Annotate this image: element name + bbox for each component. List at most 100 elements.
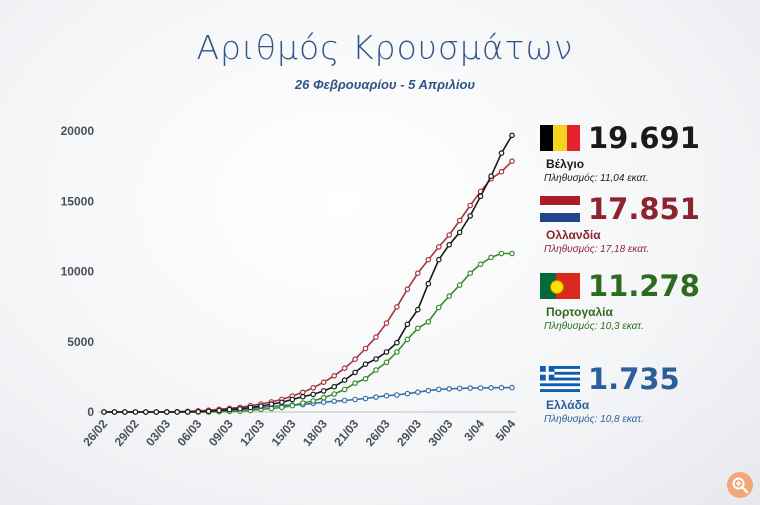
data-point-gr	[414, 389, 421, 396]
legend-population: Πληθυσμός: 10,8 εκατ.	[544, 414, 644, 425]
data-point-gr	[341, 397, 348, 404]
legend-country: Ελλάδα	[546, 398, 590, 412]
data-point-be	[352, 369, 358, 376]
data-point-pt	[477, 261, 484, 268]
portugal-flag-icon	[540, 273, 580, 299]
data-point-be	[425, 280, 432, 287]
data-point-gr	[373, 394, 379, 400]
data-point-pt	[362, 375, 369, 382]
data-point-be	[456, 229, 463, 236]
legend-value: 1.735	[588, 362, 680, 396]
data-point-be	[143, 409, 149, 415]
data-point-nl	[362, 345, 369, 352]
data-point-gr	[331, 398, 338, 405]
zoom-in-icon[interactable]	[727, 472, 753, 498]
data-point-gr	[404, 390, 411, 397]
data-point-be	[299, 393, 306, 400]
data-point-gr	[352, 396, 358, 403]
data-point-gr	[394, 392, 400, 398]
data-point-pt	[404, 336, 411, 343]
data-point-nl	[341, 365, 348, 372]
data-point-nl	[331, 372, 338, 379]
x-tick-label: 29/02	[112, 417, 142, 449]
data-point-be	[310, 391, 317, 398]
series-nl	[101, 158, 515, 415]
data-point-pt	[498, 250, 505, 257]
data-point-nl	[320, 379, 327, 386]
data-point-pt	[278, 404, 285, 411]
data-point-be	[477, 193, 484, 200]
x-tick-label: 09/03	[206, 417, 236, 449]
data-point-be	[446, 242, 453, 248]
data-point-gr	[383, 392, 390, 399]
data-point-gr	[320, 399, 327, 406]
data-point-nl	[310, 384, 317, 391]
data-point-gr	[446, 385, 453, 392]
x-tick-label: 5/04	[493, 417, 519, 444]
legend-greece: 1.735 Ελλάδα Πληθυσμός: 10,8 εκατ.	[540, 363, 680, 425]
legend-country: Βέλγιο	[546, 157, 585, 171]
netherlands-flag-icon	[540, 196, 580, 222]
y-tick-label: 15000	[61, 194, 95, 208]
legend-population: Πληθυσμός: 17,18 εκατ.	[544, 244, 650, 255]
data-point-pt	[467, 270, 474, 277]
series-line-be	[104, 134, 513, 413]
data-point-pt	[268, 405, 275, 412]
data-point-be	[341, 377, 348, 384]
data-point-be	[132, 409, 139, 415]
data-point-pt	[488, 254, 494, 261]
data-point-nl	[373, 334, 379, 340]
series-line-nl	[104, 160, 513, 413]
data-point-nl	[352, 356, 358, 363]
y-tick-label: 0	[87, 405, 94, 419]
legend-portugal: 11.278 Πορτογαλία Πληθυσμός: 10,3 εκατ.	[540, 270, 700, 332]
chart-title: Αριθμός Κρουσμάτων	[196, 28, 574, 67]
data-point-be	[101, 409, 107, 415]
data-point-gr	[467, 385, 474, 391]
data-point-gr	[435, 386, 442, 393]
data-point-gr	[425, 387, 432, 394]
data-point-nl	[456, 217, 463, 224]
data-point-pt	[435, 304, 442, 311]
data-point-be	[278, 399, 285, 406]
legend-country: Ολλανδία	[546, 228, 601, 242]
data-point-be	[226, 406, 233, 413]
data-point-pt	[373, 367, 379, 373]
data-point-pt	[456, 282, 463, 288]
data-point-pt	[414, 325, 421, 332]
data-point-be	[216, 407, 222, 414]
data-point-be	[435, 256, 442, 263]
data-point-nl	[446, 232, 453, 238]
data-point-be	[258, 403, 264, 409]
x-tick-label: 15/03	[269, 417, 299, 449]
data-point-nl	[299, 389, 306, 396]
x-tick-label: 3/04	[461, 417, 487, 444]
series-be	[101, 132, 515, 415]
data-point-pt	[310, 398, 317, 404]
data-point-be	[111, 409, 118, 415]
data-point-be	[498, 150, 505, 156]
data-point-pt	[509, 250, 515, 257]
data-point-nl	[435, 244, 442, 250]
legend-population: Πληθυσμός: 10,3 εκατ.	[544, 321, 644, 332]
legend-belgium: 19.691 Βέλγιο Πληθυσμός: 11,04 εκατ.	[540, 122, 700, 184]
y-tick-label: 10000	[61, 265, 95, 279]
data-point-be	[467, 213, 474, 219]
data-point-be	[195, 408, 202, 415]
data-point-gr	[362, 395, 369, 402]
x-tick-label: 26/03	[363, 417, 393, 449]
data-point-nl	[467, 202, 474, 209]
data-point-be	[153, 409, 160, 415]
data-point-pt	[352, 380, 358, 386]
data-point-nl	[394, 304, 400, 310]
data-point-be	[268, 401, 275, 407]
data-point-be	[373, 356, 379, 362]
data-point-be	[320, 388, 327, 394]
data-point-nl	[425, 256, 432, 263]
x-tick-label: 06/03	[174, 417, 204, 449]
data-point-be	[509, 132, 515, 139]
data-point-gr	[477, 385, 484, 391]
data-point-be	[237, 405, 243, 412]
data-point-nl	[414, 270, 421, 277]
legend-country: Πορτογαλία	[546, 305, 613, 319]
